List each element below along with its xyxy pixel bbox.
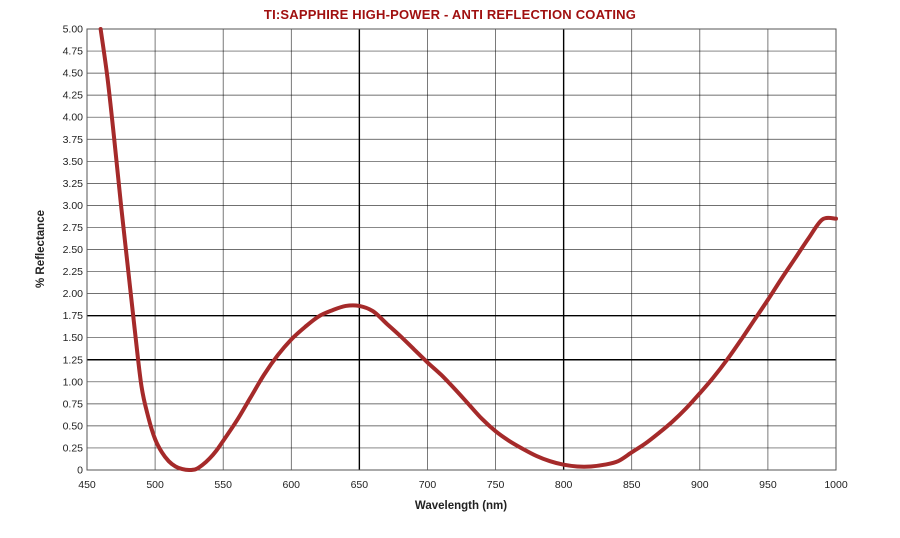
y-axis-label: % Reflectance bbox=[35, 210, 47, 288]
x-tick-label: 700 bbox=[419, 479, 437, 491]
y-tick-label: 0.75 bbox=[63, 398, 84, 410]
x-tick-label: 850 bbox=[623, 479, 641, 491]
y-tick-label: 3.00 bbox=[63, 200, 84, 212]
x-tick-label: 450 bbox=[78, 479, 96, 491]
y-tick-label: 0.25 bbox=[63, 442, 84, 454]
y-tick-label: 2.00 bbox=[63, 288, 84, 300]
x-tick-label: 500 bbox=[146, 479, 164, 491]
x-tick-label: 950 bbox=[759, 479, 777, 491]
y-tick-label: 1.50 bbox=[63, 332, 84, 344]
y-tick-label: 3.50 bbox=[63, 156, 84, 168]
x-tick-label: 900 bbox=[691, 479, 709, 491]
x-tick-label: 1000 bbox=[824, 479, 848, 491]
chart-title: TI:SAPPHIRE HIGH-POWER - ANTI REFLECTION… bbox=[263, 7, 637, 22]
x-tick-label: 650 bbox=[351, 479, 369, 491]
x-tick-label: 550 bbox=[214, 479, 232, 491]
y-tick-label: 4.00 bbox=[63, 112, 84, 124]
x-tick-label: 750 bbox=[487, 479, 505, 491]
y-tick-label: 1.00 bbox=[63, 376, 84, 388]
y-tick-label: 0 bbox=[77, 465, 83, 477]
y-tick-label: 4.50 bbox=[63, 68, 84, 80]
y-tick-label: 2.25 bbox=[63, 266, 84, 278]
grid-layer bbox=[86, 28, 837, 471]
y-tick-label: 1.25 bbox=[63, 354, 84, 366]
plot-frame bbox=[86, 28, 837, 471]
y-tick-label: 5.00 bbox=[63, 24, 84, 36]
y-tick-label: 1.75 bbox=[63, 310, 84, 322]
y-tick-label: 0.50 bbox=[63, 420, 84, 432]
y-tick-label: 3.25 bbox=[63, 178, 84, 190]
y-tick-label: 4.25 bbox=[63, 90, 84, 102]
x-tick-label: 600 bbox=[283, 479, 301, 491]
series-layer bbox=[98, 27, 838, 472]
y-tick-label: 2.50 bbox=[63, 244, 84, 256]
y-tick-label: 4.75 bbox=[63, 46, 84, 58]
x-axis-label: Wavelength (nm) bbox=[415, 500, 507, 512]
y-tick-label: 3.75 bbox=[63, 134, 84, 146]
x-tick-labels: 450 500 550 600 650 700 750 800 850 900 950 1000 bbox=[78, 479, 848, 491]
y-tick-label: 2.75 bbox=[63, 222, 84, 234]
y-tick-labels: 0 0.25 0.50 0.75 1.00 1.25 1.50 1.75 2.00 2.25 2.5… bbox=[63, 24, 84, 477]
reflectance-line bbox=[98, 27, 838, 472]
x-tick-label: 800 bbox=[555, 479, 573, 491]
